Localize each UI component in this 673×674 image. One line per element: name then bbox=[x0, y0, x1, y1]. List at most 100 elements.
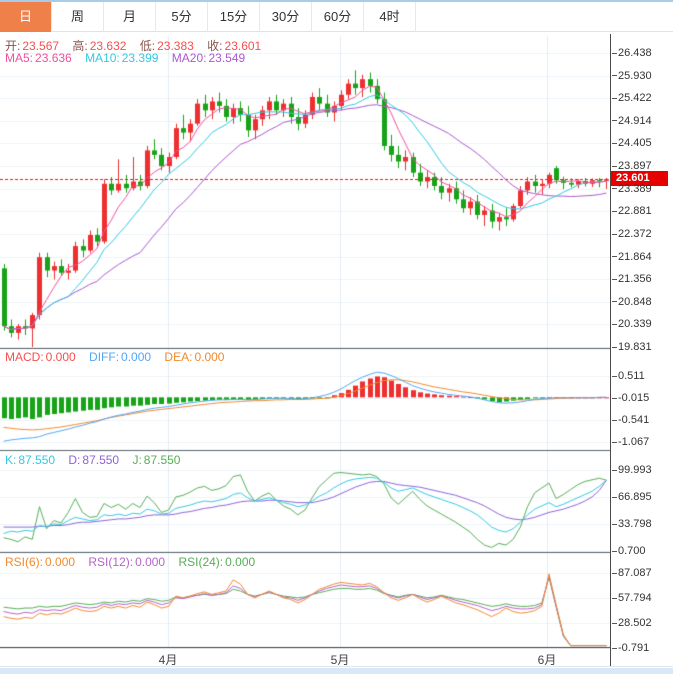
axis-label: -0.015 bbox=[612, 392, 649, 404]
rsi24-value: 0.000 bbox=[225, 555, 256, 569]
axis-label: 20.339 bbox=[612, 318, 652, 330]
ma5-value: 23.636 bbox=[35, 51, 72, 65]
dea-value: 0.000 bbox=[194, 350, 225, 364]
tab-30min[interactable]: 30分 bbox=[260, 2, 312, 32]
macd-value: 0.000 bbox=[45, 350, 76, 364]
axis-label: 19.831 bbox=[612, 341, 652, 353]
axis-tick bbox=[612, 572, 617, 574]
kdj-readout: K: 87.550 D: 87.550 J: 87.550 bbox=[5, 453, 182, 467]
tab-60min[interactable]: 60分 bbox=[312, 2, 364, 32]
right-axis: 23.601 26.438 25.930 25.422 24.914 24.405 23.… bbox=[610, 34, 672, 667]
axis-label: 28.502 bbox=[612, 617, 652, 629]
axis-label: 23.389 bbox=[612, 183, 652, 195]
x-axis-month-label: 5月 bbox=[330, 653, 350, 667]
axis-tick bbox=[612, 469, 617, 471]
axis-label: -1.067 bbox=[612, 436, 649, 448]
axis-label: 21.864 bbox=[612, 251, 652, 263]
axis-tick bbox=[612, 75, 617, 77]
axis-label: 57.794 bbox=[612, 592, 652, 604]
j-value: 87.550 bbox=[143, 453, 181, 467]
axis-label: 87.087 bbox=[612, 567, 652, 579]
ma10-label: MA10: bbox=[85, 51, 120, 65]
axis-label: 0.700 bbox=[612, 545, 646, 557]
open-value: 23.567 bbox=[22, 39, 60, 53]
axis-label: 22.881 bbox=[612, 205, 652, 217]
ma10-value: 23.399 bbox=[121, 51, 159, 65]
d-value: 87.550 bbox=[82, 453, 120, 467]
high-value: 23.632 bbox=[89, 39, 127, 53]
diff-label: DIFF: bbox=[89, 350, 120, 364]
axis-tick bbox=[612, 97, 617, 99]
axis-label: -0.791 bbox=[612, 642, 649, 654]
axis-label: 22.372 bbox=[612, 228, 652, 240]
tab-15min[interactable]: 15分 bbox=[208, 2, 260, 32]
ma20-label: MA20: bbox=[171, 51, 207, 65]
close-value: 23.601 bbox=[224, 39, 262, 53]
horizontal-scrollbar[interactable] bbox=[0, 668, 673, 674]
macd-label: MACD: bbox=[5, 350, 44, 364]
price-chart-canvas[interactable] bbox=[0, 34, 610, 650]
axis-label: 24.914 bbox=[612, 115, 652, 127]
axis-label: 33.798 bbox=[612, 518, 652, 530]
rsi6-label: RSI(6): bbox=[5, 555, 44, 569]
ma20-value: 23.549 bbox=[208, 51, 246, 65]
tab-month[interactable]: 月 bbox=[104, 2, 156, 32]
axis-tick bbox=[612, 419, 617, 421]
axis-label: 21.356 bbox=[612, 273, 652, 285]
axis-tick bbox=[612, 622, 617, 624]
tab-4hour[interactable]: 4时 bbox=[364, 2, 416, 32]
tab-day[interactable]: 日 bbox=[0, 2, 52, 32]
axis-label: 25.422 bbox=[612, 92, 652, 104]
axis-tick bbox=[612, 647, 617, 649]
low-value: 23.383 bbox=[157, 39, 194, 53]
axis-tick bbox=[612, 324, 617, 326]
axis-label: 23.897 bbox=[612, 160, 652, 172]
rsi12-value: 0.000 bbox=[135, 555, 166, 569]
rsi12-label: RSI(12): bbox=[88, 555, 134, 569]
axis-tick bbox=[612, 346, 617, 348]
high-label: 高: bbox=[72, 39, 88, 53]
close-label: 收: bbox=[207, 39, 223, 53]
macd-readout: MACD: 0.000 DIFF: 0.000 DEA: 0.000 bbox=[5, 350, 226, 364]
open-label: 开: bbox=[5, 39, 21, 53]
axis-tick bbox=[612, 375, 617, 377]
axis-tick bbox=[612, 233, 617, 235]
ohlc-readout: 开: 23.567 高: 23.632 低: 23.383 收: 23.601 bbox=[5, 37, 263, 54]
x-axis-row: 4月 5月 6月 bbox=[0, 648, 673, 667]
last-price-tag: 23.601 bbox=[611, 171, 668, 187]
dea-label: DEA: bbox=[164, 350, 193, 364]
axis-label: 99.993 bbox=[612, 464, 652, 476]
k-value: 87.550 bbox=[18, 453, 56, 467]
axis-label: 66.895 bbox=[612, 491, 652, 503]
axis-label: -0.541 bbox=[612, 414, 649, 426]
axis-label: 25.930 bbox=[612, 70, 652, 82]
chart-area: 开: 23.567 高: 23.632 低: 23.383 收: 23.601 MA5:… bbox=[0, 34, 673, 674]
rsi6-value: 0.000 bbox=[45, 555, 76, 569]
ma-readout: MA5: 23.636 MA10: 23.399 MA20: 23.549 bbox=[5, 51, 247, 65]
axis-tick bbox=[612, 120, 617, 122]
rsi24-label: RSI(24): bbox=[178, 555, 224, 569]
timeframe-toolbar: 日周月 5分 15分 30分 60分 4时 bbox=[0, 0, 673, 32]
axis-tick bbox=[612, 550, 617, 552]
axis-tick bbox=[612, 597, 617, 599]
axis-tick bbox=[612, 52, 617, 54]
axis-tick bbox=[612, 523, 617, 525]
low-label: 低: bbox=[139, 39, 156, 53]
axis-tick bbox=[612, 496, 617, 498]
x-axis-month-label: 6月 bbox=[537, 653, 557, 667]
axis-tick bbox=[612, 301, 617, 303]
ma5-label: MA5: bbox=[5, 51, 34, 65]
axis-label: 26.438 bbox=[612, 47, 652, 59]
axis-tick bbox=[612, 210, 617, 212]
rsi-readout: RSI(6): 0.000 RSI(12): 0.000 RSI(24): 0.000 bbox=[5, 555, 257, 569]
d-label: D: bbox=[68, 453, 81, 467]
axis-tick bbox=[612, 278, 617, 280]
axis-tick bbox=[612, 165, 617, 167]
axis-label: 24.405 bbox=[612, 137, 652, 149]
tab-week[interactable]: 周 bbox=[52, 2, 104, 32]
k-label: K: bbox=[5, 453, 17, 467]
axis-tick bbox=[612, 188, 617, 190]
tab-5min[interactable]: 5分 bbox=[156, 2, 208, 32]
axis-tick bbox=[612, 441, 617, 443]
